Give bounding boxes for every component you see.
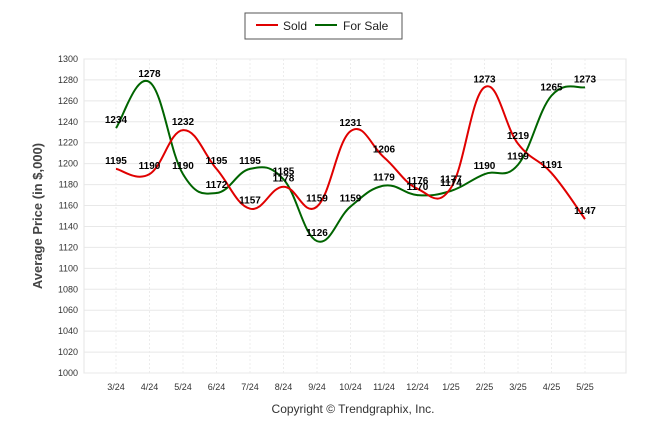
x-tick-label: 5/25 xyxy=(576,382,594,392)
data-label-for-sale: 1234 xyxy=(105,115,128,126)
x-tick-label: 7/24 xyxy=(241,382,259,392)
x-tick-label: 11/24 xyxy=(373,382,395,392)
y-tick-label: 1140 xyxy=(59,221,78,231)
y-axis-ticks: 1000 1020 1040 1060 1080 1100 1120 1140 1160 1180… xyxy=(58,54,78,378)
data-label-sold: 1231 xyxy=(339,118,362,129)
y-tick-label: 1160 xyxy=(59,201,78,211)
y-tick-label: 1280 xyxy=(58,75,78,85)
x-tick-label: 10/24 xyxy=(339,382,362,392)
data-label-sold: 1177 xyxy=(440,175,462,186)
x-tick-label: 1/25 xyxy=(442,382,460,392)
legend-label-sold: Sold xyxy=(283,19,307,33)
y-tick-label: 1220 xyxy=(58,138,78,148)
y-tick-label: 1300 xyxy=(58,54,78,64)
y-axis-label: Average Price (in $,000) xyxy=(30,143,45,289)
data-label-sold: 1190 xyxy=(139,161,161,172)
y-tick-label: 1100 xyxy=(59,263,78,273)
y-tick-label: 1020 xyxy=(58,347,78,357)
data-label-sold: 1191 xyxy=(541,160,563,171)
data-label-for-sale: 1159 xyxy=(340,194,362,205)
x-tick-label: 4/24 xyxy=(141,382,159,392)
y-tick-label: 1180 xyxy=(59,180,78,190)
y-tick-label: 1080 xyxy=(58,284,78,294)
data-label-sold: 1195 xyxy=(206,156,228,167)
data-label-for-sale: 1273 xyxy=(574,74,597,85)
x-tick-label: 4/25 xyxy=(543,382,561,392)
legend: Sold For Sale xyxy=(244,12,403,40)
x-axis-ticks: 3/24 4/24 5/24 6/24 7/24 8/24 9/24 10/24 11/24 12… xyxy=(107,382,594,392)
data-label-sold: 1157 xyxy=(239,196,261,207)
copyright-text: Copyright © Trendgraphix, Inc. xyxy=(272,402,435,416)
data-labels: 1195 1190 1232 1195 1157 1178 1159 1231 1206 1176… xyxy=(105,69,597,239)
x-tick-label: 9/24 xyxy=(308,382,326,392)
series-lines xyxy=(115,79,586,243)
grid xyxy=(83,58,627,374)
data-label-for-sale: 1199 xyxy=(507,152,529,163)
data-label-sold: 1159 xyxy=(306,194,328,205)
data-label-sold: 1206 xyxy=(373,144,396,155)
legend-label-for-sale: For Sale xyxy=(343,19,389,33)
x-tick-label: 6/24 xyxy=(208,382,226,392)
data-label-for-sale: 1190 xyxy=(474,161,496,172)
y-tick-label: 1120 xyxy=(59,242,78,252)
data-label-for-sale: 1179 xyxy=(373,173,395,184)
data-label-for-sale: 1174 xyxy=(440,178,462,189)
x-tick-label: 5/24 xyxy=(174,382,192,392)
data-label-sold: 1147 xyxy=(574,206,596,217)
y-tick-label: 1260 xyxy=(58,96,78,106)
series-line-sold xyxy=(115,85,586,220)
data-label-for-sale: 1185 xyxy=(273,166,295,177)
y-tick-label: 1040 xyxy=(58,326,78,336)
y-tick-label: 1000 xyxy=(58,368,78,378)
data-label-sold: 1232 xyxy=(172,117,195,128)
data-label-for-sale: 1126 xyxy=(306,228,328,239)
x-tick-label: 8/24 xyxy=(275,382,293,392)
data-label-sold: 1273 xyxy=(473,74,496,85)
x-tick-label: 3/24 xyxy=(107,382,125,392)
data-label-sold: 1176 xyxy=(407,176,429,187)
x-tick-label: 12/24 xyxy=(406,382,429,392)
x-tick-label: 3/25 xyxy=(509,382,527,392)
series-line-for-sale xyxy=(115,79,586,243)
data-label-sold: 1178 xyxy=(273,174,295,185)
data-label-sold: 1195 xyxy=(105,156,127,167)
data-label-for-sale: 1195 xyxy=(239,156,261,167)
y-tick-label: 1240 xyxy=(58,117,78,127)
data-label-for-sale: 1170 xyxy=(407,182,429,193)
data-label-for-sale: 1278 xyxy=(138,69,161,80)
y-tick-label: 1200 xyxy=(58,159,78,169)
data-label-for-sale: 1265 xyxy=(540,83,563,94)
data-label-for-sale: 1190 xyxy=(172,161,194,172)
data-label-sold: 1219 xyxy=(507,131,530,142)
data-label-for-sale: 1172 xyxy=(206,180,228,191)
y-tick-label: 1060 xyxy=(58,305,78,315)
x-tick-label: 2/25 xyxy=(476,382,494,392)
